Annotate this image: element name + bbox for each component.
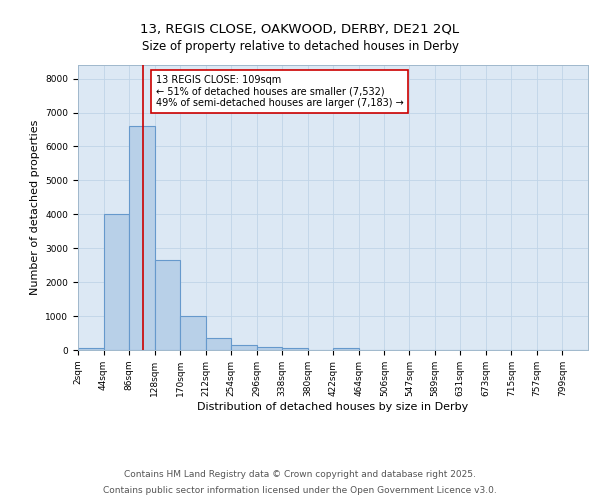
Bar xyxy=(180,316,206,350)
Text: Contains HM Land Registry data © Crown copyright and database right 2025.: Contains HM Land Registry data © Crown c… xyxy=(124,470,476,479)
Bar xyxy=(155,260,180,350)
Text: Contains public sector information licensed under the Open Government Licence v3: Contains public sector information licen… xyxy=(103,486,497,495)
Bar xyxy=(104,214,129,350)
Text: 13 REGIS CLOSE: 109sqm
← 51% of detached houses are smaller (7,532)
49% of semi-: 13 REGIS CLOSE: 109sqm ← 51% of detached… xyxy=(156,75,404,108)
Bar xyxy=(257,348,282,350)
X-axis label: Distribution of detached houses by size in Derby: Distribution of detached houses by size … xyxy=(197,402,469,411)
Bar xyxy=(78,348,104,350)
Bar xyxy=(231,345,257,350)
Bar xyxy=(282,348,308,350)
Bar xyxy=(129,126,155,350)
Text: Size of property relative to detached houses in Derby: Size of property relative to detached ho… xyxy=(142,40,458,53)
Text: 13, REGIS CLOSE, OAKWOOD, DERBY, DE21 2QL: 13, REGIS CLOSE, OAKWOOD, DERBY, DE21 2Q… xyxy=(140,22,460,36)
Bar xyxy=(206,338,231,350)
Bar xyxy=(334,348,359,350)
Y-axis label: Number of detached properties: Number of detached properties xyxy=(30,120,40,295)
